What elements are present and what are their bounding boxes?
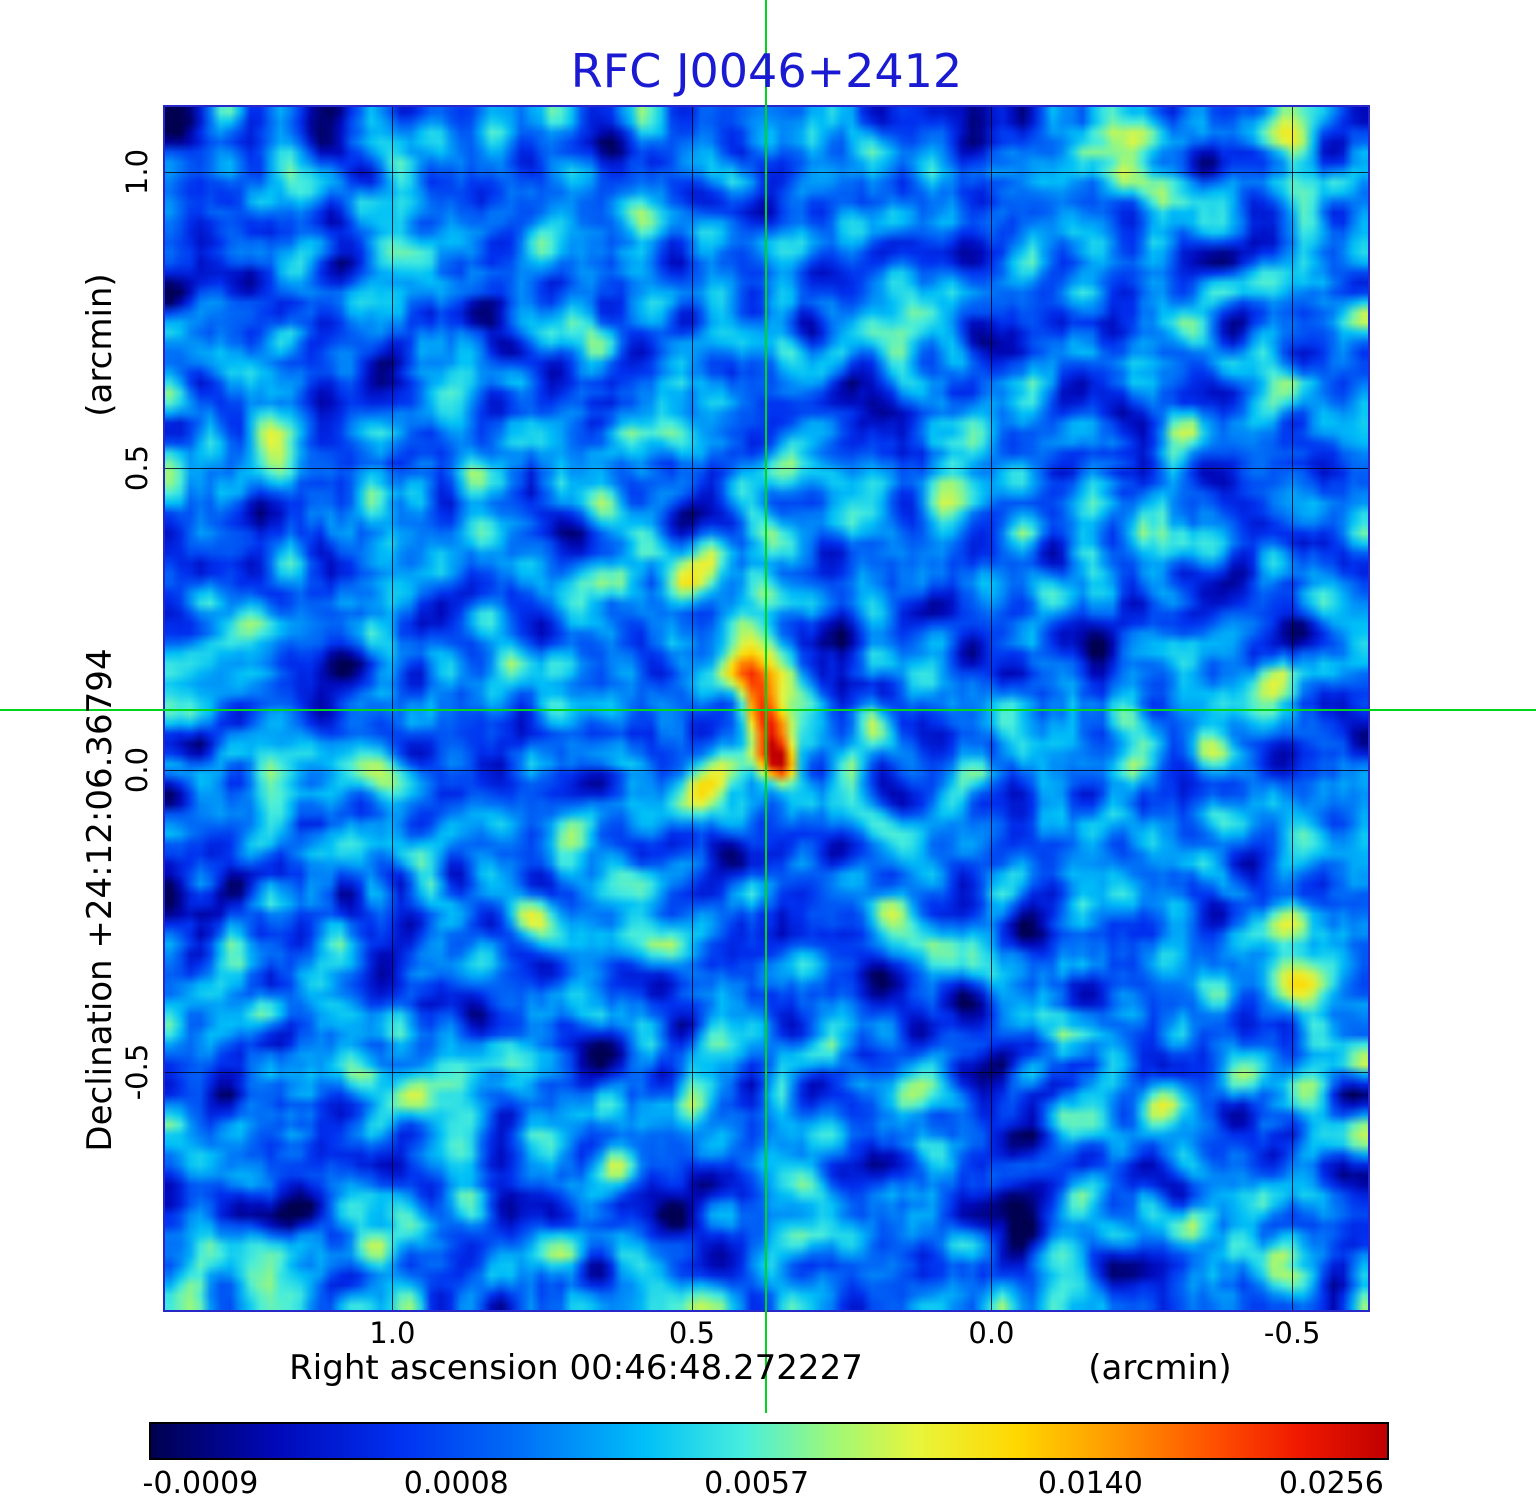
x-axis-unit-label: (arcmin) xyxy=(1088,1348,1232,1388)
colorbar-tick-label: 0.0140 xyxy=(1037,1466,1143,1501)
y-axis-unit-label: (arcmin) xyxy=(80,273,120,417)
grid-line-vertical xyxy=(991,107,993,1310)
colorbar xyxy=(149,1422,1389,1460)
x-tick-label: -0.5 xyxy=(1263,1316,1321,1350)
x-tick-label: 1.0 xyxy=(369,1316,416,1350)
colorbar-tick-label: 0.0256 xyxy=(1278,1466,1384,1501)
colorbar-tick-label: 0.0008 xyxy=(403,1466,509,1501)
crosshair-horizontal-line xyxy=(0,708,1536,711)
y-tick-label: 0.0 xyxy=(120,746,154,793)
crosshair-vertical-line xyxy=(765,0,768,1413)
y-tick-label: -0.5 xyxy=(120,1043,154,1101)
grid-line-vertical xyxy=(392,107,394,1310)
colorbar-tick-label: 0.0057 xyxy=(704,1466,810,1501)
y-tick-label: 1.0 xyxy=(120,148,154,196)
grid-line-vertical xyxy=(1292,107,1294,1310)
y-axis-title: Declination +24:12:06.36794 xyxy=(80,648,120,1152)
figure-title: RFC J0046+2412 xyxy=(570,44,963,98)
x-axis-title: Right ascension 00:46:48.272227 xyxy=(289,1348,863,1388)
x-tick-label: 0.0 xyxy=(968,1316,1015,1350)
colorbar-tick-label: -0.0009 xyxy=(142,1466,259,1501)
grid-line-vertical xyxy=(691,107,693,1310)
y-tick-label: 0.5 xyxy=(120,444,154,491)
x-tick-label: 0.5 xyxy=(668,1316,715,1350)
